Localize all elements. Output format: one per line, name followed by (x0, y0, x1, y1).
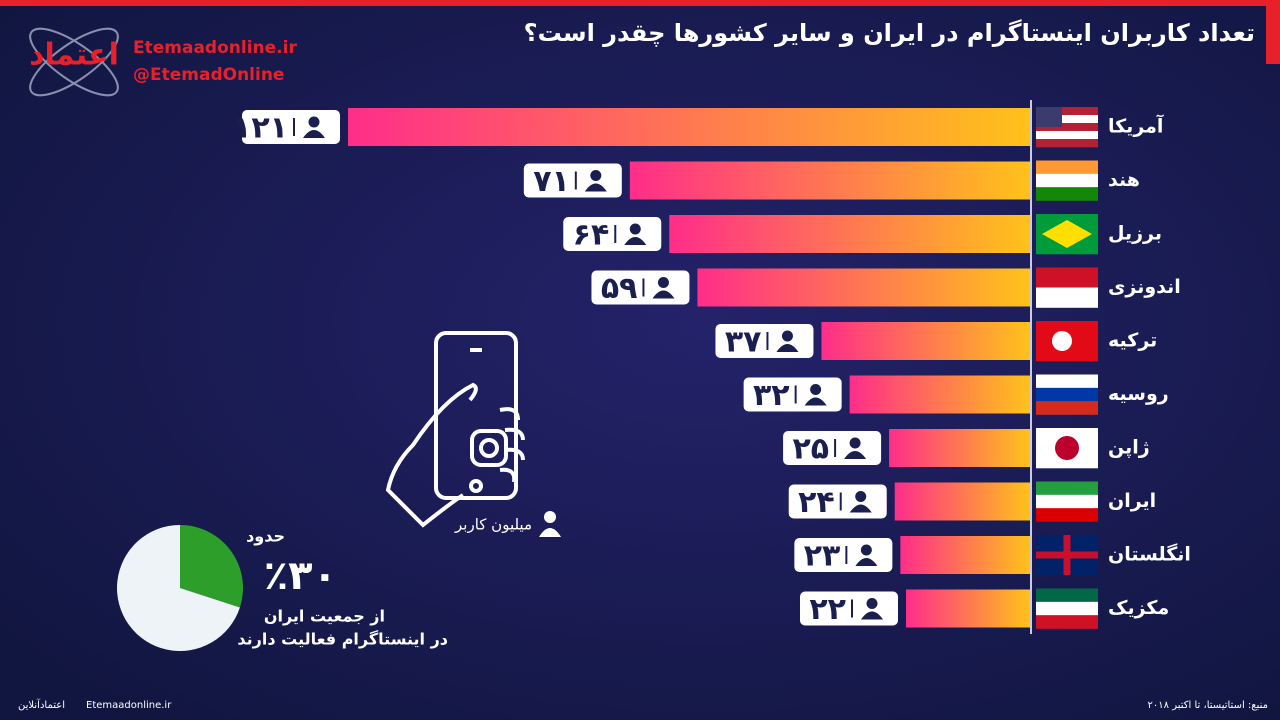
flag-cross (1036, 535, 1098, 575)
person-icon (776, 344, 799, 352)
person-icon (584, 183, 607, 192)
flag-stripe (1036, 387, 1098, 402)
person-icon (629, 223, 641, 235)
site: Etemaadonline.ir (133, 38, 297, 58)
flag-stripe (1036, 601, 1098, 616)
bar (697, 268, 1030, 307)
person-icon (860, 544, 872, 556)
person-icon (781, 330, 793, 342)
flag-canton (1036, 107, 1062, 127)
top-bar (0, 0, 1280, 6)
person-icon (866, 598, 878, 609)
pie-slice (117, 525, 240, 652)
person-icon (308, 116, 320, 128)
flag-stripe (1036, 187, 1098, 201)
flag-stripe (1036, 107, 1098, 116)
pie-text-above: حدود (246, 527, 285, 546)
flag-stripe (1036, 588, 1098, 603)
category-label: ژاپن (1108, 437, 1150, 459)
bar (889, 429, 1030, 467)
bar (821, 322, 1030, 360)
person-icon (810, 384, 822, 395)
bar (906, 589, 1030, 628)
flag-stripe (1036, 615, 1098, 629)
category-label: مکزیک (1108, 597, 1169, 619)
flag-stripe (1036, 321, 1098, 342)
flag-stripe (1036, 287, 1098, 308)
value-label: ۱۲۱ (233, 111, 288, 146)
value-label: ۷۱ (533, 164, 570, 199)
pie-slice (180, 525, 243, 608)
category-label: برزیل (1108, 223, 1162, 245)
value-label: ۲۳ (804, 539, 841, 574)
person-icon (844, 451, 867, 459)
flag-stripe (1036, 341, 1098, 362)
category-label: انگلستان (1108, 543, 1191, 566)
flag-stripe (1036, 115, 1098, 124)
pie-text: در اینستاگرام فعالیت دارند (237, 630, 448, 649)
person-icon (652, 290, 675, 299)
pie-text: از جمعیت ایران (264, 607, 385, 626)
flag-stripe (1036, 173, 1098, 188)
phone-illustration (385, 331, 525, 528)
pie-value-label: ٪۳۰ (264, 553, 337, 599)
flag-stripe (1036, 267, 1098, 288)
source: منبع: استاتیستا، تا اکتبر ۲۰۱۸ (1148, 700, 1268, 711)
person-icon (849, 504, 872, 513)
legend: میلیون کاربر (454, 516, 532, 534)
person-icon (804, 397, 827, 406)
bar (669, 215, 1030, 253)
category-label: آمریکا (1108, 114, 1164, 138)
flag-stripe (1036, 139, 1098, 148)
value-label: ۲۴ (798, 485, 835, 520)
title: تعداد کاربران اینستاگرام در ایران و سایر… (524, 19, 1255, 47)
bar (894, 482, 1030, 521)
bar (900, 536, 1030, 574)
person-icon (855, 558, 878, 566)
flag-stripe (1036, 131, 1098, 140)
legend-icon (539, 511, 561, 537)
category-label: ترکیه (1108, 330, 1157, 352)
flag-stripe (1036, 374, 1098, 389)
flag-emblem (1052, 331, 1072, 351)
category-label: ایران (1108, 490, 1156, 512)
value-label: ۵۹ (601, 271, 638, 306)
flag-stripe (1036, 494, 1098, 509)
flag-emblem (1042, 220, 1092, 248)
value-label: ۳۲ (753, 378, 790, 413)
bar (629, 161, 1030, 200)
flag-stripe (1036, 123, 1098, 132)
flag-stripe (1036, 160, 1098, 175)
corner-strip (1266, 6, 1280, 64)
person-icon (624, 237, 647, 245)
category-label: اندونزی (1108, 276, 1181, 298)
person-icon (303, 130, 325, 138)
bar (348, 108, 1030, 146)
person-icon (849, 437, 861, 449)
footer-brand: اعتمادآنلاین (18, 698, 65, 711)
category-label: هند (1108, 169, 1140, 191)
category-label: روسیه (1108, 383, 1169, 405)
value-label: ۲۲ (809, 592, 846, 627)
person-icon (657, 277, 669, 288)
value-label: ۳۷ (725, 325, 762, 360)
person-icon (861, 611, 883, 620)
flag-emblem (1055, 436, 1079, 460)
flag-stripe (1036, 481, 1098, 496)
svg-text:اعتماد: اعتماد (29, 38, 119, 73)
bar (849, 375, 1030, 414)
footer-site: Etemaadonline.ir (86, 700, 172, 711)
logo: اعتماد (29, 27, 119, 97)
flag-stripe (1036, 508, 1098, 522)
person-icon (590, 170, 602, 181)
value-label: ۶۴ (573, 218, 610, 253)
value-label: ۲۵ (792, 432, 829, 467)
handle: @EtemadOnline (133, 65, 284, 85)
flag-stripe (1036, 401, 1098, 415)
person-icon (855, 491, 867, 502)
